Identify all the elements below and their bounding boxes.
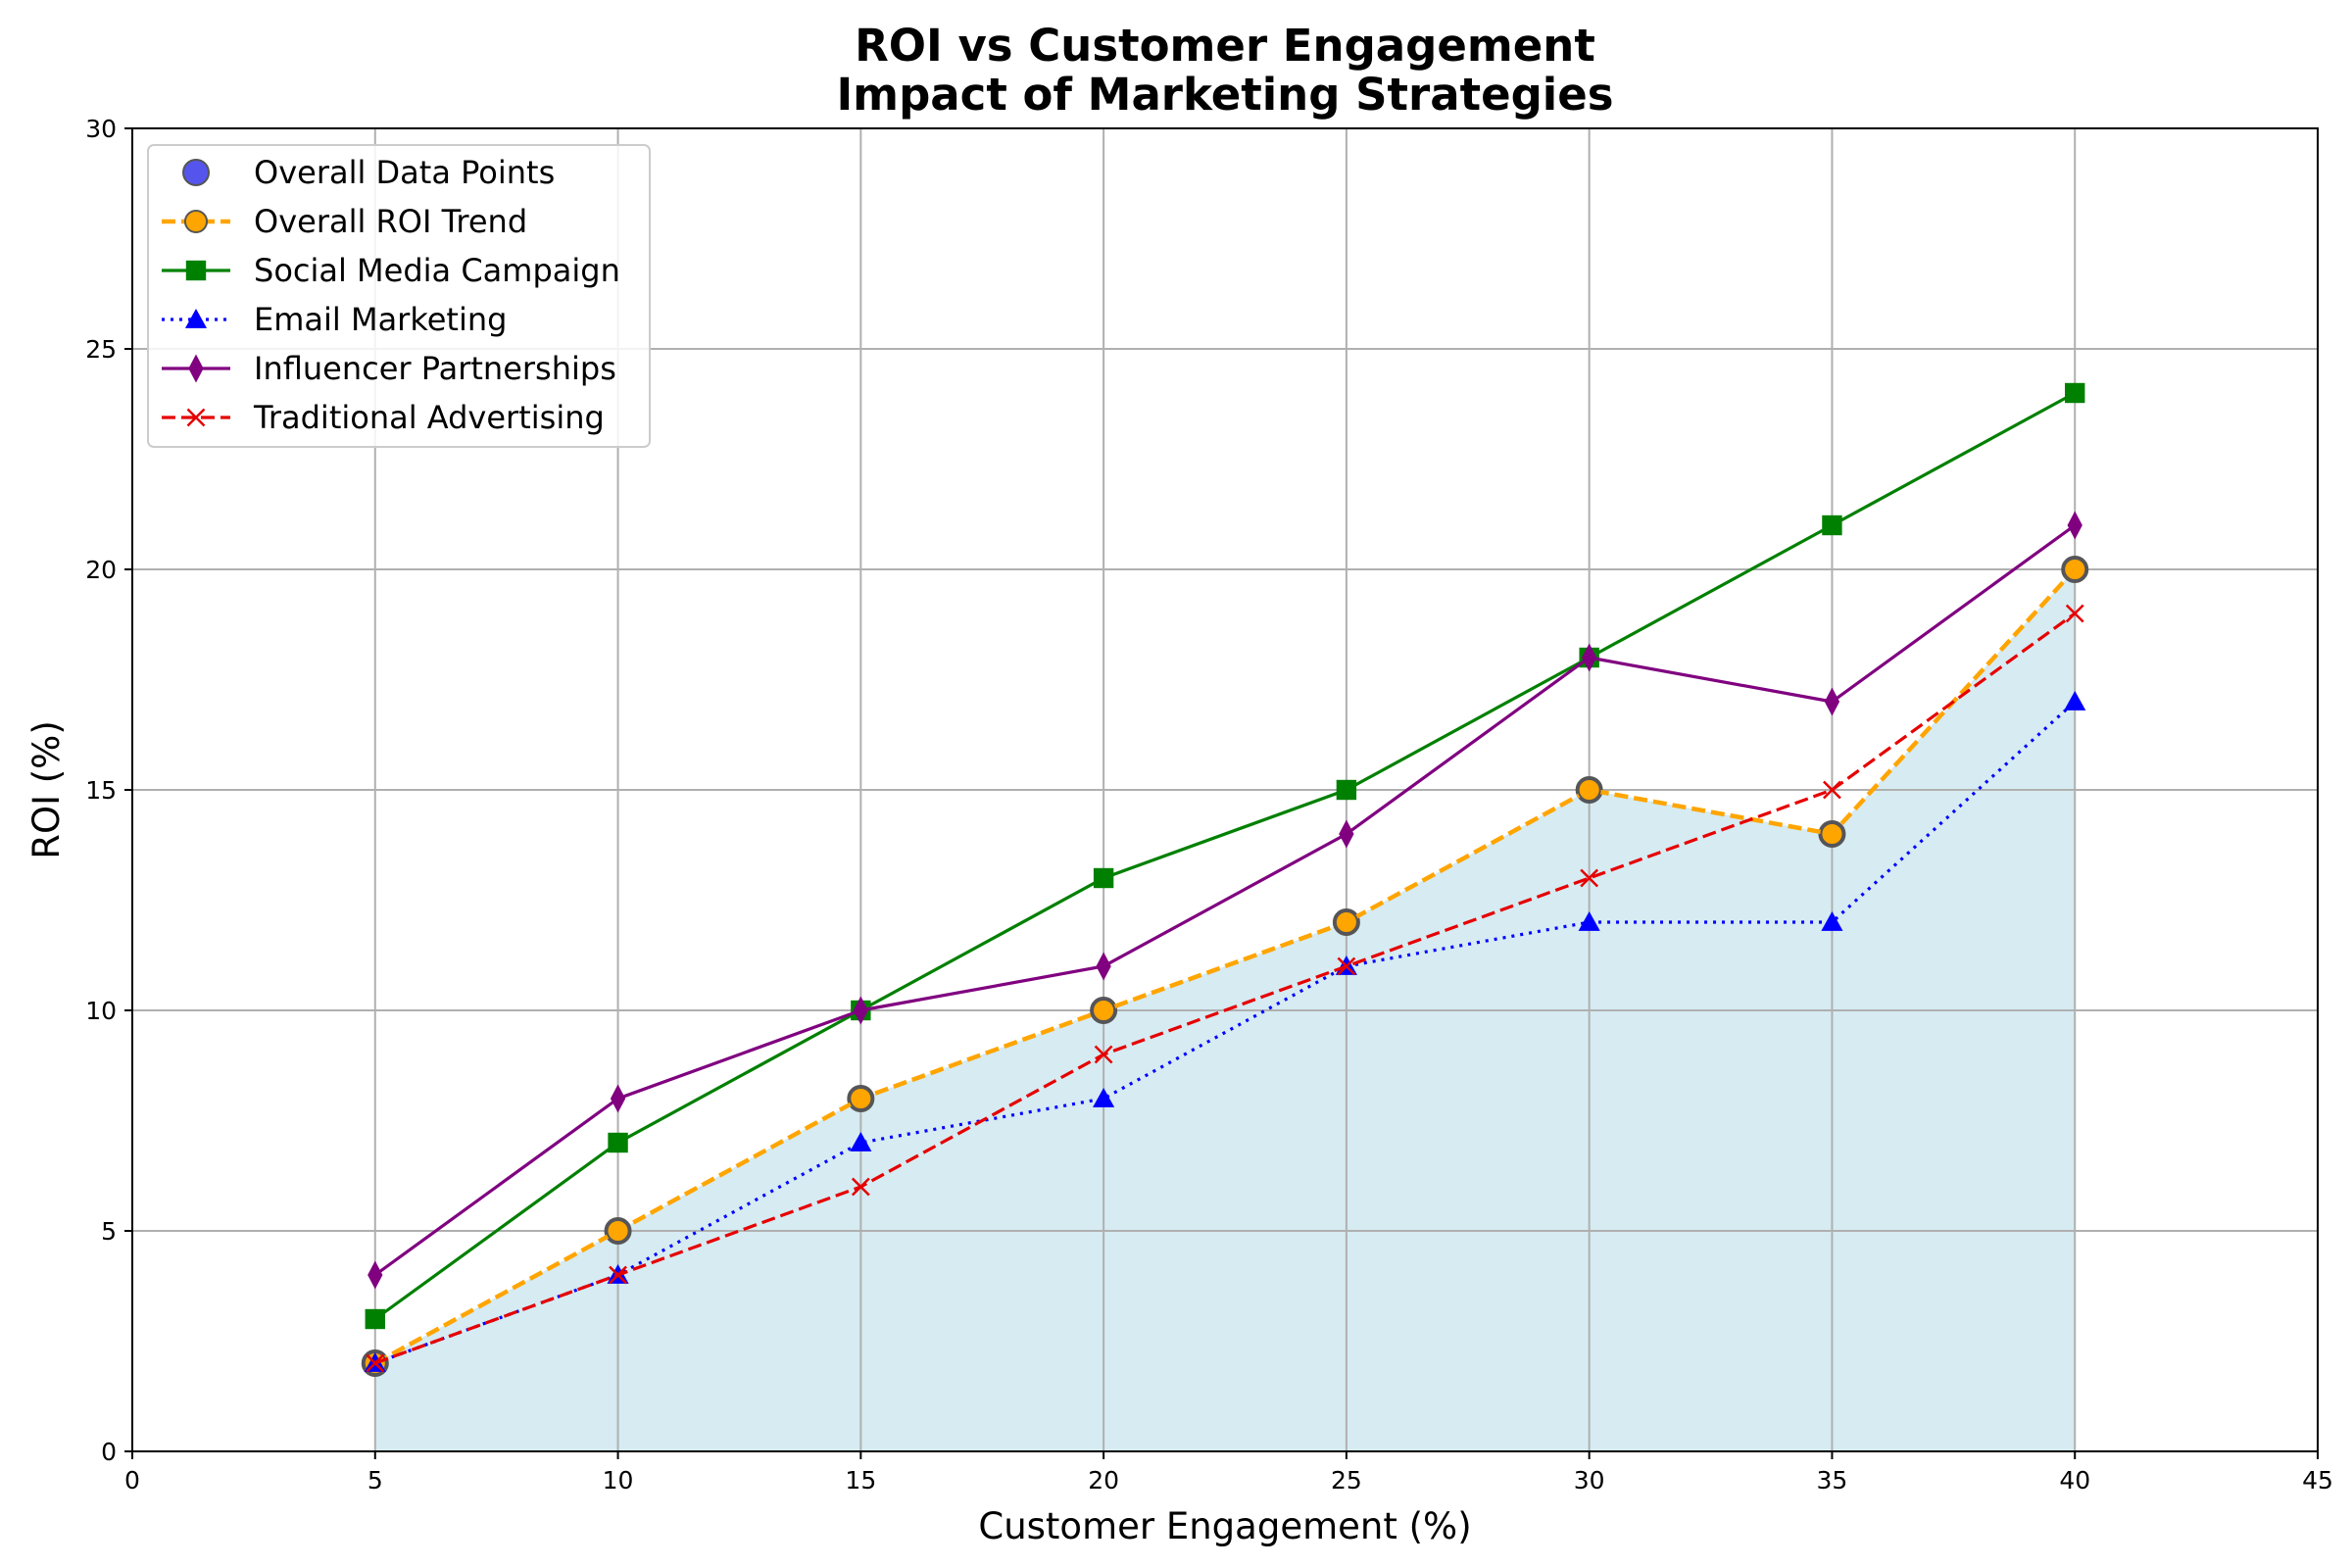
data-point xyxy=(2065,604,2084,623)
data-point xyxy=(1094,1045,1113,1064)
data-point xyxy=(366,1353,385,1373)
data-point xyxy=(1339,819,1354,849)
legend-marker xyxy=(188,354,204,383)
x-axis-ticks: 0 5 10 15 20 25 30 35 40 45 xyxy=(124,1451,2333,1494)
data-point xyxy=(2064,690,2086,710)
data-point xyxy=(1337,956,1356,976)
series-traditional-advertising xyxy=(366,604,2084,1373)
data-point xyxy=(2063,557,2087,582)
y-tick-label: 15 xyxy=(85,776,117,805)
legend: Overall Data Points Overall ROI Trend Soci… xyxy=(147,144,651,448)
data-point xyxy=(1820,821,1844,847)
x-tick-label: 25 xyxy=(1331,1466,1362,1494)
data-point xyxy=(368,1260,383,1290)
data-point xyxy=(1334,909,1358,935)
series-line xyxy=(374,612,2077,1365)
y-axis-ticks: 0 5 10 15 20 25 30 xyxy=(85,115,132,1466)
y-tick-label: 5 xyxy=(101,1217,117,1246)
data-point xyxy=(1824,687,1840,716)
x-tick-label: 20 xyxy=(1088,1466,1119,1494)
data-point xyxy=(365,1308,385,1330)
legend-label: Traditional Advertising xyxy=(253,399,605,436)
legend-item: Overall Data Points xyxy=(182,154,555,191)
y-axis-label: ROI (%) xyxy=(25,720,68,859)
y-tick-label: 10 xyxy=(85,997,117,1025)
legend-box xyxy=(147,144,651,448)
y-tick-label: 30 xyxy=(85,115,117,143)
data-point xyxy=(2067,511,2082,540)
data-point xyxy=(1092,998,1116,1023)
series-social-media-campaign xyxy=(365,382,2085,1330)
legend-marker xyxy=(186,408,206,427)
x-tick-label: 45 xyxy=(2302,1466,2333,1494)
data-point xyxy=(1578,910,1600,931)
legend-label: Influencer Partnerships xyxy=(254,350,616,387)
series-line xyxy=(374,700,2077,1365)
data-point xyxy=(1821,910,1843,931)
data-point xyxy=(609,1265,627,1285)
series-influencer-partnerships xyxy=(368,511,2082,1290)
x-tick-label: 30 xyxy=(1574,1466,1605,1494)
legend-marker xyxy=(185,260,207,281)
x-tick-label: 40 xyxy=(2059,1466,2090,1494)
data-point xyxy=(851,1177,870,1197)
data-point xyxy=(1577,777,1601,803)
data-point xyxy=(1580,868,1599,888)
data-point xyxy=(1093,1087,1115,1107)
legend-item: Social Media Campaign xyxy=(162,252,620,289)
legend-label: Social Media Campaign xyxy=(254,252,620,289)
chart-title: ROI vs Customer Engagement xyxy=(855,20,1595,72)
x-tick-label: 35 xyxy=(1817,1466,1848,1494)
plot-series-layer xyxy=(361,382,2089,1377)
data-point xyxy=(1336,779,1357,801)
data-point xyxy=(1823,780,1841,800)
data-point xyxy=(850,1131,872,1152)
data-point xyxy=(606,1218,630,1244)
series-line xyxy=(373,391,2076,1321)
x-tick-label: 15 xyxy=(845,1466,876,1494)
data-point xyxy=(1822,514,1842,536)
data-point xyxy=(1582,643,1597,672)
legend-marker xyxy=(183,209,209,234)
legend-marker xyxy=(184,308,208,328)
legend-label: Overall Data Points xyxy=(254,154,555,191)
legend-label: Overall ROI Trend xyxy=(254,203,527,240)
x-tick-label: 10 xyxy=(603,1466,634,1494)
chart-subtitle: Impact of Marketing Strategies xyxy=(836,69,1613,121)
data-point xyxy=(849,1086,873,1111)
series-overall-roi-trend xyxy=(363,557,2087,1376)
data-point xyxy=(2065,382,2085,404)
y-tick-label: 25 xyxy=(85,335,117,364)
legend-item: Traditional Advertising xyxy=(162,399,605,436)
series-line xyxy=(373,567,2077,1365)
y-tick-label: 0 xyxy=(101,1438,117,1466)
legend-item: Email Marketing xyxy=(162,301,507,338)
data-point xyxy=(1096,952,1111,981)
x-axis-label: Customer Engagement (%) xyxy=(978,1505,1471,1547)
legend-marker xyxy=(182,159,210,186)
series-line xyxy=(373,523,2077,1277)
data-point xyxy=(1093,867,1114,889)
data-point xyxy=(610,1084,626,1113)
x-tick-label: 5 xyxy=(368,1466,383,1494)
data-point xyxy=(853,996,868,1025)
legend-item: Overall ROI Trend xyxy=(162,203,527,240)
data-point xyxy=(608,1132,628,1153)
y-tick-label: 20 xyxy=(85,556,117,584)
x-tick-label: 0 xyxy=(124,1466,140,1494)
legend-label: Email Marketing xyxy=(254,301,507,338)
legend-item: Influencer Partnerships xyxy=(162,350,616,387)
